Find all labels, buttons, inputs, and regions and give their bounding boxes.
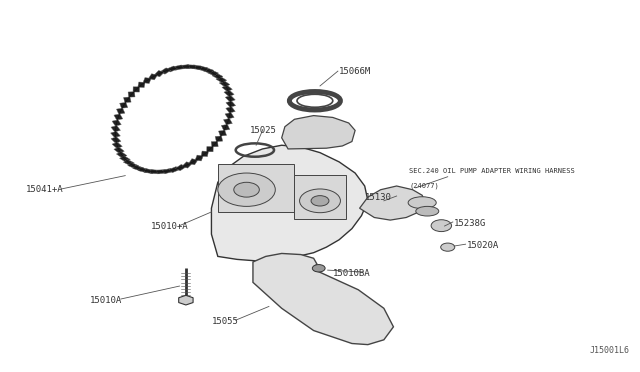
Circle shape [234,182,259,197]
Polygon shape [207,70,218,76]
Polygon shape [212,73,223,79]
Polygon shape [211,141,218,147]
Text: J15001L6: J15001L6 [589,346,630,355]
Polygon shape [160,68,171,74]
Polygon shape [224,90,234,96]
Text: 15041+A: 15041+A [26,185,64,194]
Polygon shape [138,82,145,87]
Circle shape [300,189,340,213]
Polygon shape [150,170,160,174]
Polygon shape [207,147,213,152]
Circle shape [218,173,275,206]
Polygon shape [203,68,214,73]
Polygon shape [111,131,120,138]
Polygon shape [253,253,394,344]
Polygon shape [173,65,184,70]
Polygon shape [163,168,173,174]
Polygon shape [189,159,198,165]
Polygon shape [169,167,180,173]
Polygon shape [112,142,122,148]
Polygon shape [225,113,234,119]
Polygon shape [282,116,355,149]
Polygon shape [166,66,177,72]
Polygon shape [133,87,140,92]
Polygon shape [222,85,232,92]
Text: 15010BA: 15010BA [333,269,371,278]
Polygon shape [144,169,154,174]
Text: 15010+A: 15010+A [151,222,188,231]
Polygon shape [128,92,135,97]
Polygon shape [195,155,204,161]
Polygon shape [179,295,193,305]
Text: 15055: 15055 [211,317,238,326]
Polygon shape [180,65,189,69]
Polygon shape [186,65,196,69]
Polygon shape [225,95,236,102]
Polygon shape [221,125,230,131]
Polygon shape [201,151,209,157]
Polygon shape [226,101,236,107]
Polygon shape [124,160,134,166]
Text: (24077): (24077) [410,183,439,189]
Polygon shape [111,126,120,132]
Text: 15025: 15025 [250,126,276,135]
Text: SEC.240 OIL PUMP ADAPTER WIRING HARNESS: SEC.240 OIL PUMP ADAPTER WIRING HARNESS [410,168,575,174]
Text: 15020A: 15020A [467,241,499,250]
Polygon shape [218,130,227,136]
Polygon shape [223,119,232,125]
Polygon shape [112,120,121,126]
Polygon shape [226,107,236,113]
FancyBboxPatch shape [218,164,294,212]
Polygon shape [360,186,426,220]
Polygon shape [132,165,143,171]
Polygon shape [114,147,124,153]
Polygon shape [111,137,121,143]
Circle shape [311,196,329,206]
Polygon shape [215,136,223,142]
Ellipse shape [416,206,439,216]
Polygon shape [216,77,227,83]
Text: 15238G: 15238G [454,219,486,228]
Text: 15130: 15130 [365,193,392,202]
Polygon shape [148,74,157,80]
Polygon shape [116,108,125,114]
Polygon shape [220,81,230,87]
Polygon shape [192,65,202,70]
Polygon shape [116,152,127,158]
Polygon shape [120,156,131,162]
Polygon shape [120,102,128,108]
Text: 15010A: 15010A [90,296,122,305]
Circle shape [441,243,455,251]
Circle shape [431,220,452,232]
Text: 15066M: 15066M [339,67,371,76]
Ellipse shape [408,197,436,209]
Polygon shape [138,167,149,173]
FancyBboxPatch shape [294,175,346,219]
Polygon shape [182,162,192,168]
Polygon shape [211,145,368,261]
Polygon shape [157,170,166,174]
Circle shape [312,264,325,272]
Polygon shape [114,114,123,120]
Polygon shape [154,70,164,77]
Polygon shape [128,163,139,169]
Polygon shape [175,164,186,171]
Polygon shape [143,78,151,83]
Polygon shape [197,66,208,71]
Polygon shape [124,97,131,103]
